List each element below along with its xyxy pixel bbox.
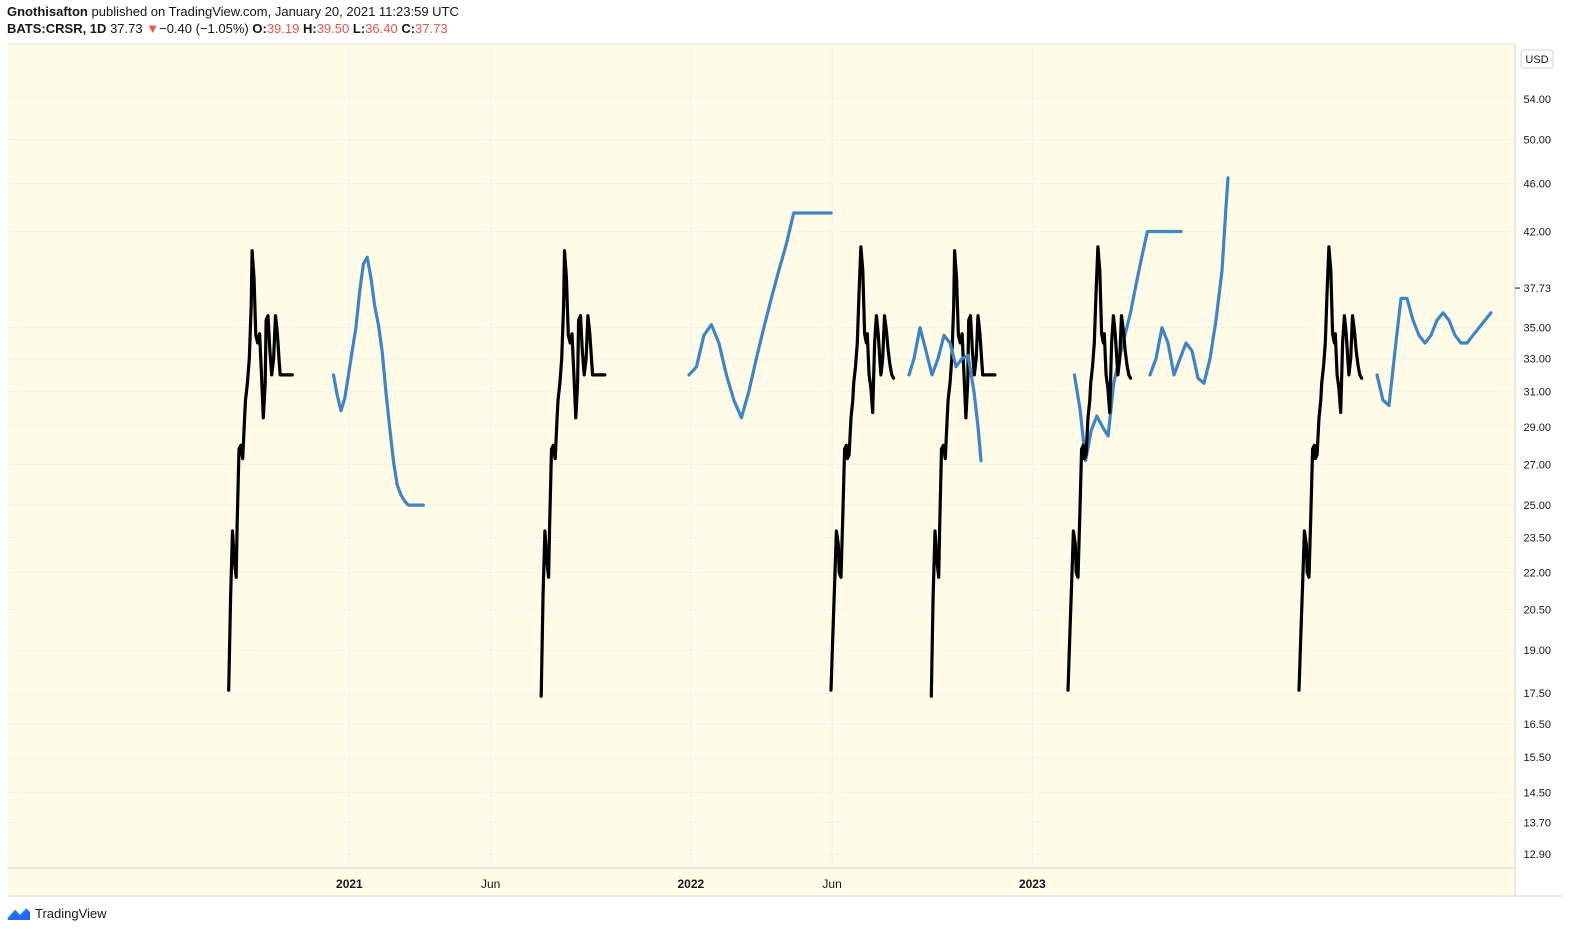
close-label: C: <box>401 21 416 36</box>
projection-series-line <box>907 326 983 463</box>
y-tick-label: 25.00 <box>1523 500 1551 512</box>
y-tick-label: 15.50 <box>1523 752 1551 764</box>
tradingview-icon <box>7 907 30 920</box>
down-arrow-icon: ▼ <box>146 21 160 36</box>
projection-series-line <box>687 211 833 420</box>
x-tick-label: Jun <box>481 877 500 891</box>
projection-series-line <box>331 255 425 507</box>
x-tick-label: 2021 <box>336 877 363 891</box>
currency-badge[interactable]: USD <box>1520 49 1554 69</box>
projection-series-line <box>1375 296 1493 408</box>
grid <box>7 44 1515 868</box>
open-value: 39.19 <box>266 21 300 36</box>
y-tick-label: 29.00 <box>1523 422 1551 434</box>
x-tick-label: 2023 <box>1019 877 1046 891</box>
close-value: 37.73 <box>415 21 448 36</box>
ohlc-legend: BATS:CRSR, 1D 37.73 ▼−0.40 (−1.05%) O:39… <box>7 21 448 36</box>
y-tick-label: 35.00 <box>1523 323 1551 335</box>
price-series-line <box>227 249 294 692</box>
high-value: 39.50 <box>316 21 350 36</box>
author-name[interactable]: Gnothisafton <box>7 4 88 19</box>
y-tick-label: 23.50 <box>1523 533 1551 545</box>
series-layer <box>227 176 1493 698</box>
y-tick-label: 14.50 <box>1523 787 1551 799</box>
symbol-label[interactable]: BATS:CRSR, 1D <box>7 21 107 36</box>
price-series-line <box>1297 245 1364 692</box>
tradingview-logo[interactable]: TradingView <box>7 906 107 921</box>
plot-area[interactable] <box>7 44 1515 896</box>
brand-text: TradingView <box>35 906 107 921</box>
y-tick-label: 19.00 <box>1523 645 1551 657</box>
y-tick-label: 27.00 <box>1523 460 1551 472</box>
price-series-line <box>829 245 896 692</box>
y-tick-label: 46.00 <box>1523 179 1551 191</box>
projection-series-line <box>1072 229 1183 463</box>
last-price-label: 37.73 <box>1523 283 1551 295</box>
price-series-line <box>539 249 607 698</box>
high-label: H: <box>302 21 317 36</box>
currency-label: USD <box>1525 54 1548 66</box>
time-axis[interactable]: 2021 Jun 2022 Jun 2023 <box>336 877 1046 891</box>
y-tick-label: 22.00 <box>1523 568 1551 580</box>
price-change: −0.40 (−1.05%) <box>159 21 249 36</box>
y-tick-label: 20.50 <box>1523 605 1551 617</box>
y-tick-label: 33.00 <box>1523 354 1551 366</box>
price-axis[interactable]: 54.00 50.00 46.00 42.00 35.00 33.00 31.00 29.00… <box>1515 94 1551 861</box>
y-tick-label: 13.70 <box>1523 817 1551 829</box>
open-label: O: <box>252 21 267 36</box>
y-tick-label: 16.50 <box>1523 719 1551 731</box>
y-tick-label: 12.90 <box>1523 849 1551 861</box>
last-price: 37.73 <box>110 21 143 36</box>
publish-info: published on TradingView.com, January 20… <box>91 4 459 19</box>
y-tick-label: 42.00 <box>1523 227 1551 239</box>
low-value: 36.40 <box>365 21 398 36</box>
y-tick-label: 17.50 <box>1523 688 1551 700</box>
x-tick-label: 2022 <box>677 877 704 891</box>
low-label: L: <box>352 21 366 36</box>
y-tick-label: 54.00 <box>1523 94 1551 106</box>
y-tick-label: 31.00 <box>1523 387 1551 399</box>
price-series-line <box>1066 245 1133 692</box>
price-series-line <box>929 249 997 698</box>
projection-series-line <box>1148 176 1230 385</box>
x-tick-label: Jun <box>822 877 841 891</box>
publish-line: Gnothisafton published on TradingView.co… <box>7 4 459 19</box>
y-tick-label: 50.00 <box>1523 135 1551 147</box>
